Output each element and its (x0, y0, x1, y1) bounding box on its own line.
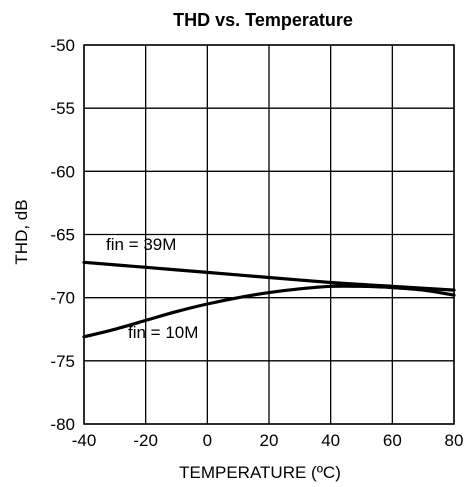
x-axis-label: TEMPERATURE (ºC) (179, 463, 341, 482)
x-tick-label: 0 (203, 431, 212, 450)
x-tick-label: 20 (260, 431, 279, 450)
x-tick-label: -40 (72, 431, 97, 450)
y-tick-label: -70 (50, 289, 75, 308)
annotation-fin-10m: fin = 10M (128, 323, 198, 342)
annotation-fin-39m: fin = 39M (106, 235, 176, 254)
x-tick-label: 40 (321, 431, 340, 450)
y-tick-label: -75 (50, 352, 75, 371)
x-tick-label: 60 (383, 431, 402, 450)
y-tick-label: -50 (50, 36, 75, 55)
tick-labels: -40 -20 0 20 40 60 80 -80 -75 -70 -65 -60 -55 -50 (50, 36, 463, 450)
y-tick-label: -55 (50, 99, 75, 118)
y-tick-label: -80 (50, 415, 75, 434)
chart-title: THD vs. Temperature (173, 10, 353, 30)
series-line-fin-10m (82, 284, 456, 339)
y-tick-label: -65 (50, 226, 75, 245)
y-axis-label: THD, dB (12, 199, 31, 264)
plot-frame (83, 44, 455, 425)
series-layer (82, 260, 456, 339)
x-tick-label: -20 (133, 431, 158, 450)
y-tick-label: -60 (50, 162, 75, 181)
x-tick-label: 80 (445, 431, 464, 450)
